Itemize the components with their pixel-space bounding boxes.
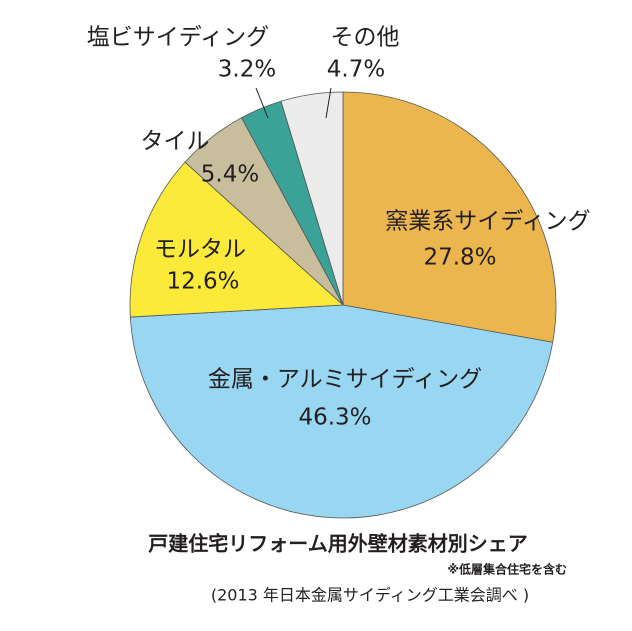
slice-label: その他 xyxy=(331,25,400,51)
value-label: 5.4% xyxy=(201,162,259,188)
pie xyxy=(129,91,557,519)
note: ※低層集合住宅を含む xyxy=(447,562,567,577)
leader-line xyxy=(255,87,269,119)
slice-label: 窯業系サイディング xyxy=(385,209,590,235)
pie-slice xyxy=(342,91,557,343)
value-label: 12.6% xyxy=(166,269,239,295)
chart-title: 戸建住宅リフォーム用外壁材素材別シェア xyxy=(148,532,527,556)
leader-line xyxy=(325,87,332,119)
slice-label: モルタル xyxy=(154,237,246,263)
slice-label: 金属・アルミサイディング xyxy=(208,367,482,393)
pie-slice xyxy=(129,304,554,519)
slice-label: 塩ビサイディング xyxy=(87,25,269,51)
value-label: 4.7% xyxy=(327,57,385,83)
slice-label: タイル xyxy=(141,129,210,155)
pie-slice xyxy=(129,161,344,318)
value-label: 46.3% xyxy=(298,405,371,431)
source: (2013 年日本金属サイディング工業会調べ ) xyxy=(211,586,529,605)
pie-slice xyxy=(280,91,344,306)
value-label: 27.8% xyxy=(423,245,496,271)
value-label: 3.2% xyxy=(218,57,276,83)
